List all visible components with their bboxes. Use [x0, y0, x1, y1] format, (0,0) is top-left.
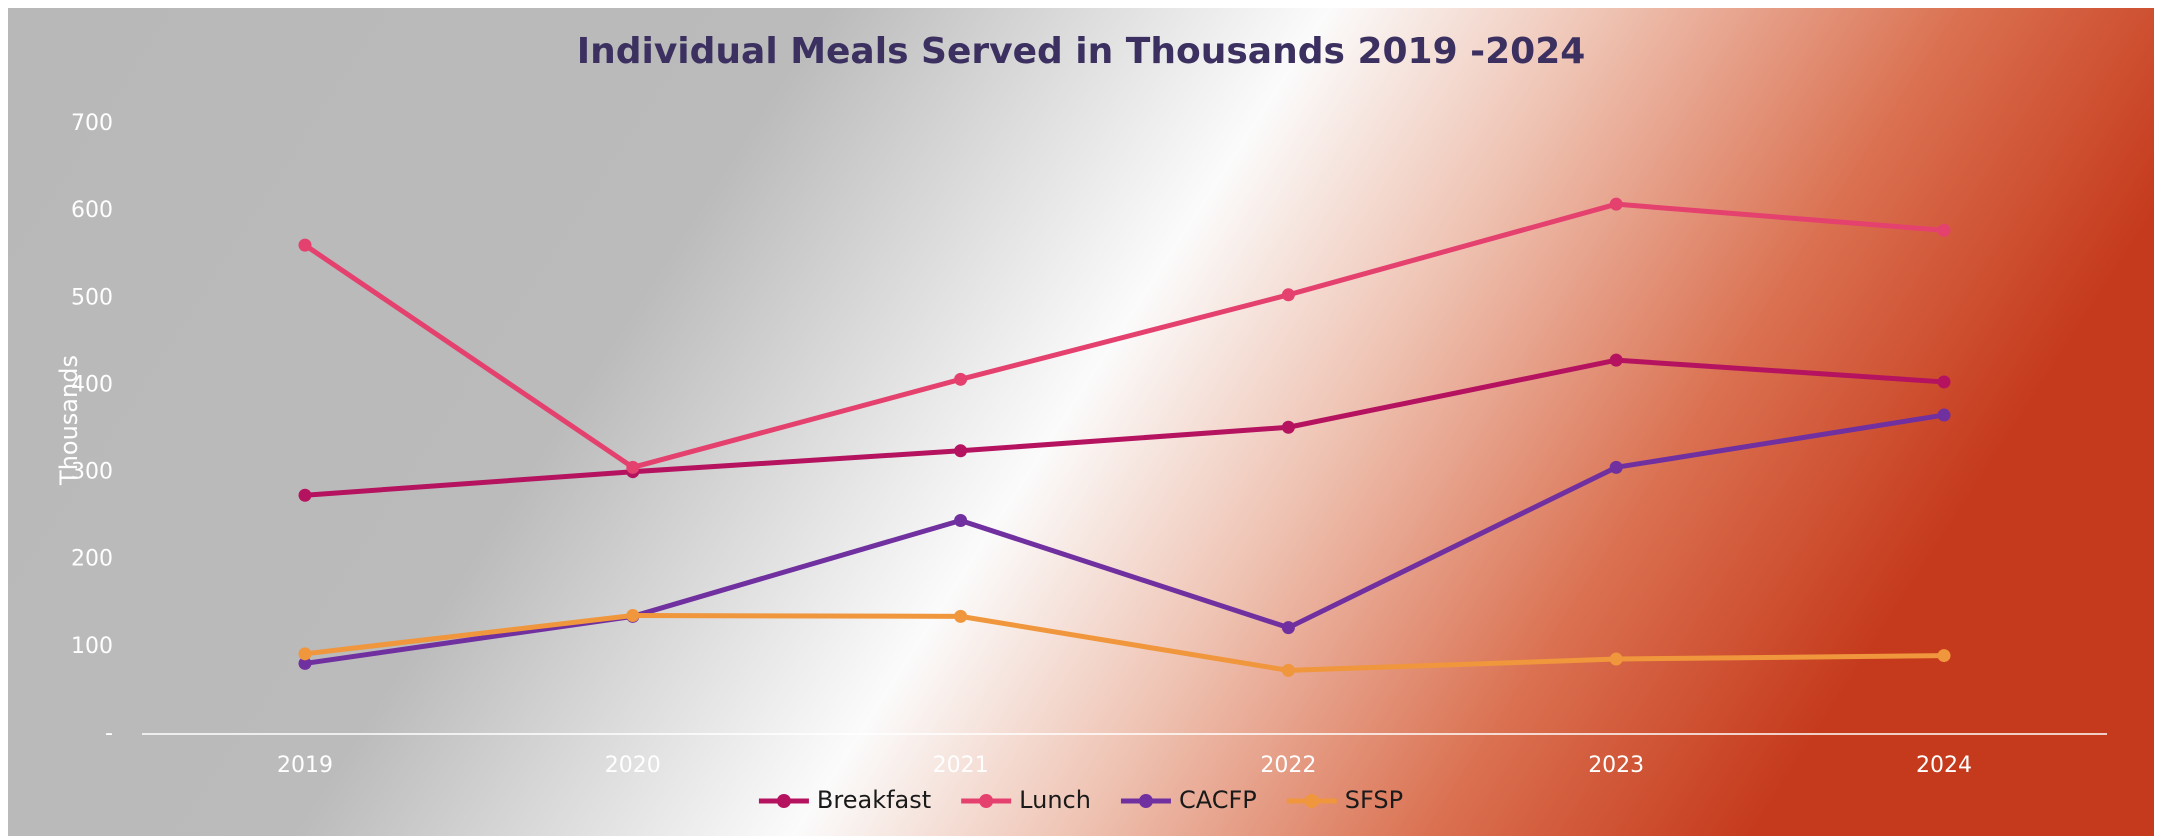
data-point	[1281, 288, 1295, 302]
y-tick-label: 700	[71, 111, 113, 136]
x-tick-label: 2022	[1260, 753, 1316, 778]
y-tick-label: 100	[71, 634, 113, 659]
data-point	[298, 656, 312, 670]
legend-label: CACFP	[1179, 786, 1257, 814]
x-tick-label: 2023	[1588, 753, 1644, 778]
y-tick-label: 500	[71, 285, 113, 310]
data-point	[1609, 353, 1623, 367]
legend-label: Lunch	[1019, 786, 1091, 814]
legend-marker	[979, 794, 994, 808]
y-tick-label: 400	[71, 372, 113, 397]
data-point	[626, 460, 640, 474]
x-tick-label: 2020	[605, 753, 661, 778]
data-point	[954, 609, 968, 623]
x-tick-label: 2024	[1916, 753, 1972, 778]
legend-label: Breakfast	[817, 786, 931, 814]
data-point	[1281, 621, 1295, 635]
chart-title: Individual Meals Served in Thousands 201…	[577, 31, 1586, 72]
data-point	[1609, 197, 1623, 211]
legend-marker	[1138, 794, 1153, 808]
y-tick-label: 200	[71, 547, 113, 572]
y-tick-label: 600	[71, 198, 113, 223]
data-point	[1937, 649, 1951, 663]
x-tick-label: 2019	[277, 753, 333, 778]
x-tick-label: 2021	[933, 753, 989, 778]
data-point	[298, 647, 312, 661]
y-tick-label: 300	[71, 460, 113, 485]
data-point	[1609, 652, 1623, 666]
data-point	[1937, 223, 1951, 237]
data-point	[1937, 408, 1951, 422]
legend-marker	[1304, 794, 1319, 808]
data-point	[954, 444, 968, 458]
series-line	[304, 612, 1945, 673]
data-point	[954, 514, 968, 527]
data-point	[298, 238, 312, 252]
data-point	[626, 608, 640, 622]
legend-label: SFSP	[1345, 786, 1403, 814]
data-point	[1281, 420, 1295, 434]
y-tick-label: -	[105, 721, 113, 746]
chart-background	[8, 8, 2154, 836]
legend-marker	[776, 794, 791, 808]
data-point	[1609, 460, 1623, 474]
data-point	[1937, 375, 1951, 389]
series-line	[304, 357, 1945, 498]
data-point	[1281, 663, 1295, 677]
series-line	[303, 201, 1945, 470]
data-point	[954, 372, 968, 386]
y-axis-label: Thousands	[55, 355, 83, 486]
data-point	[298, 488, 312, 502]
